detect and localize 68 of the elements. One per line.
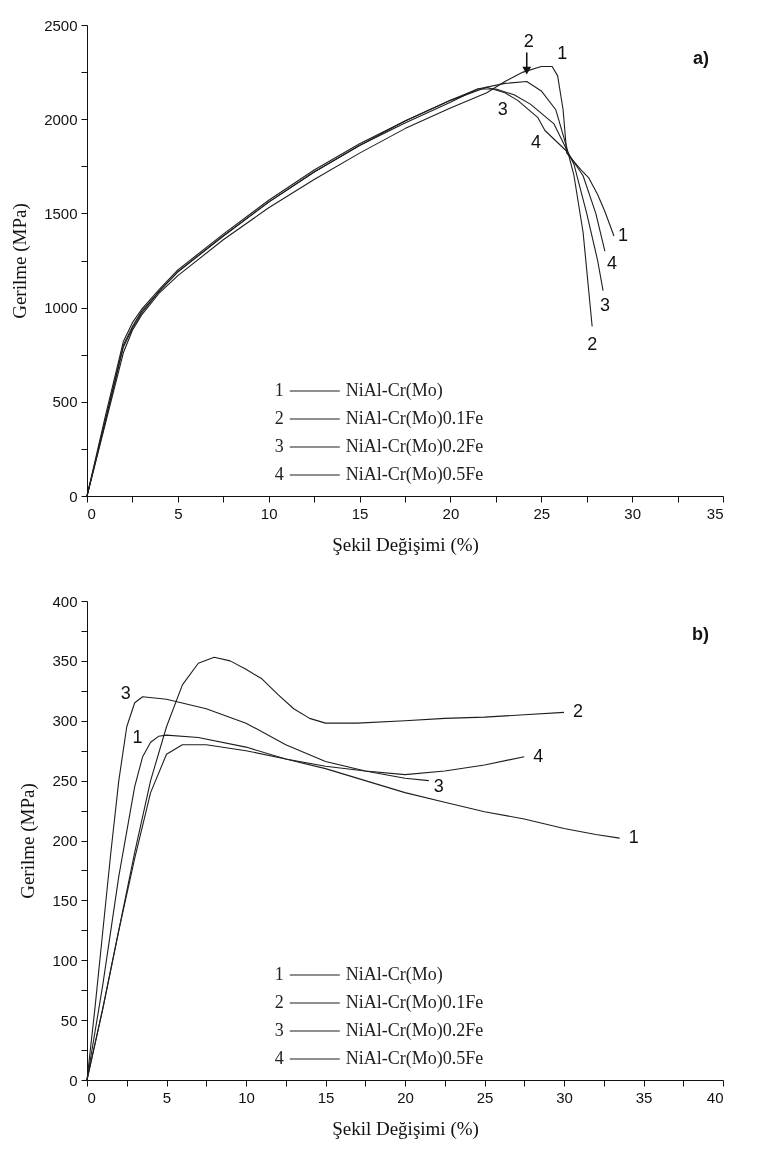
x-tick-label: 40 [706, 1088, 724, 1106]
x-tick-label: 35 [635, 1088, 653, 1106]
y-tick-label: 200 [52, 832, 78, 849]
annotation: 3 [497, 99, 508, 120]
legend-label: NiAl-Cr(Mo)0.2Fe [345, 436, 484, 457]
x-tick-label: 25 [533, 504, 551, 522]
annotation: 2 [523, 30, 534, 51]
text: 3 [274, 436, 284, 456]
annotation: a) [692, 48, 709, 68]
x-tick-label: 20 [442, 504, 460, 522]
legend-label: NiAl-Cr(Mo)0.2Fe [345, 1020, 484, 1041]
y-axis-title: Gerilme (MPa) [9, 203, 32, 319]
annotation: 2 [587, 334, 598, 355]
annotation: 1 [557, 43, 568, 64]
text: 2 [274, 408, 284, 428]
y-tick-label: 2000 [44, 110, 78, 128]
legend-label: NiAl-Cr(Mo)0.5Fe [345, 1048, 484, 1069]
text: 1 [274, 380, 284, 400]
x-tick-label: 10 [238, 1088, 255, 1106]
legend-label: NiAl-Cr(Mo)0.5Fe [345, 464, 484, 485]
legend-label: NiAl-Cr(Mo) [345, 380, 443, 401]
x-tick-label: 25 [476, 1088, 494, 1106]
annotation: 1 [617, 225, 628, 246]
annotation: b) [692, 624, 709, 644]
y-tick-label: 2500 [44, 16, 78, 34]
y-tick-label: 0 [69, 1071, 78, 1089]
text: 1 [274, 964, 284, 984]
y-tick-label: 250 [52, 772, 78, 790]
x-tick-label: 20 [397, 1088, 414, 1106]
x-tick-label: 5 [174, 504, 183, 522]
annotation: 3 [120, 682, 131, 703]
x-tick-label: 10 [260, 504, 278, 522]
annotation: 2 [572, 701, 584, 722]
x-tick-label: 15 [351, 504, 369, 522]
y-tick-label: 0 [69, 487, 78, 505]
y-tick-label: 350 [52, 652, 78, 670]
x-tick-label: 5 [162, 1088, 172, 1106]
annotation: 3 [433, 775, 444, 796]
x-tick-label: 35 [706, 504, 724, 522]
text: 4 [274, 1048, 284, 1068]
y-tick-label: 300 [52, 712, 78, 730]
text: 3 [274, 1020, 284, 1040]
y-tick-label: 50 [60, 1011, 78, 1029]
legend-label: NiAl-Cr(Mo) [345, 964, 443, 985]
y-tick-label: 1500 [44, 204, 78, 222]
x-axis-title: Şekil Değişimi (%) [332, 1117, 479, 1140]
legend-label: NiAl-Cr(Mo)0.1Fe [345, 992, 484, 1013]
text: 4 [274, 464, 284, 484]
y-tick-label: 150 [52, 891, 78, 909]
x-tick-label: 30 [624, 504, 641, 522]
annotation: 4 [606, 253, 617, 274]
y-tick-label: 100 [52, 951, 78, 969]
annotation: 4 [530, 131, 541, 152]
x-tick-label: 0 [87, 1088, 96, 1106]
text: 2 [274, 992, 284, 1012]
x-axis-title: Şekil Değişimi (%) [332, 533, 479, 556]
annotation: 4 [533, 745, 544, 766]
legend-label: NiAl-Cr(Mo)0.1Fe [345, 408, 484, 429]
x-tick-label: 30 [556, 1088, 573, 1106]
y-tick-label: 400 [52, 592, 78, 610]
annotation: 1 [628, 827, 639, 848]
x-tick-label: 15 [317, 1088, 335, 1106]
annotation: 1 [132, 727, 143, 748]
y-tick-label: 500 [52, 393, 78, 411]
x-tick-label: 0 [87, 504, 96, 522]
y-tick-label: 1000 [44, 299, 78, 317]
annotation: 3 [600, 294, 611, 315]
y-axis-title: Gerilme (MPa) [17, 783, 40, 899]
